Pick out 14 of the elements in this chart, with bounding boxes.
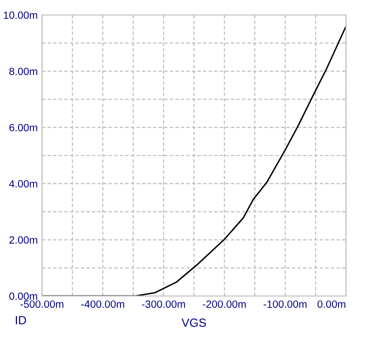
y-tick-label: 2.00m xyxy=(9,236,38,244)
x-axis-title: VGS xyxy=(182,318,206,327)
x-tick-label: -200.00m xyxy=(202,300,246,308)
y-tick-label: 10.00m xyxy=(4,12,38,19)
y-axis-title: ID xyxy=(16,316,26,324)
x-tick-label: -500.00m xyxy=(20,300,64,308)
y-tick-label: 6.00m xyxy=(9,124,38,132)
x-tick-label: -100.00m xyxy=(264,300,307,308)
x-tick-label: -300.00m xyxy=(142,300,185,308)
y-tick-label: 4.00m xyxy=(9,180,38,188)
x-tick-label: -400.00m xyxy=(81,300,124,308)
x-tick-label: 0.00m xyxy=(317,300,346,308)
y-tick-label: 8.00m xyxy=(9,68,38,76)
y-tick-label: 0.00m xyxy=(9,292,38,300)
